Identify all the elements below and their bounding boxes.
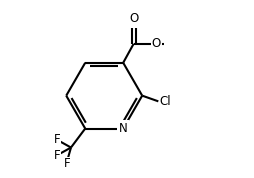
Text: Cl: Cl	[159, 95, 171, 108]
Text: O: O	[129, 12, 138, 25]
Text: O: O	[152, 37, 161, 50]
Text: F: F	[64, 157, 71, 170]
Text: F: F	[53, 134, 60, 146]
Text: F: F	[53, 149, 60, 162]
Text: N: N	[119, 122, 128, 135]
